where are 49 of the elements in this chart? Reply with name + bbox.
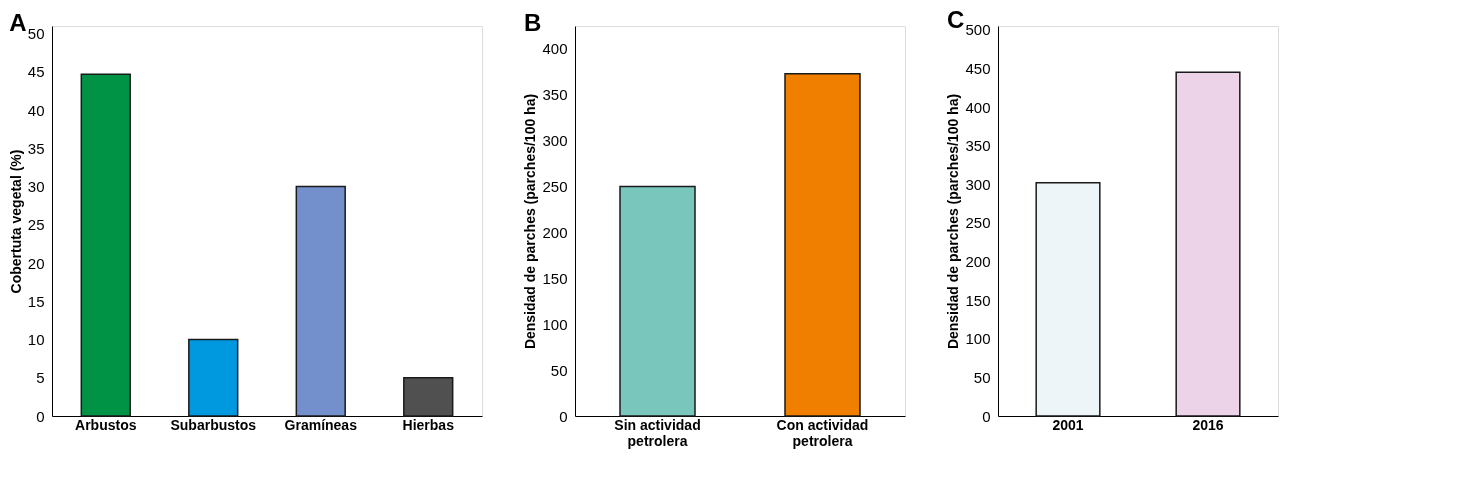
y-tick-label: 0 bbox=[36, 407, 45, 425]
y-tick-label: 400 bbox=[965, 98, 991, 116]
bar bbox=[403, 377, 454, 417]
y-tick-label: 350 bbox=[965, 137, 991, 155]
y-tick-label: 150 bbox=[965, 291, 991, 309]
y-tick-label: 450 bbox=[965, 59, 991, 77]
y-tick-label: 40 bbox=[27, 101, 45, 119]
y-tick-label: 10 bbox=[27, 331, 45, 349]
y-tick-label: 35 bbox=[27, 139, 45, 157]
y-tick-label: 50 bbox=[27, 25, 45, 43]
y-tick-label: 30 bbox=[27, 178, 45, 196]
y-tick-label: 400 bbox=[542, 40, 568, 58]
y-tick-label: 15 bbox=[27, 292, 45, 310]
y-tick-label: 0 bbox=[982, 407, 991, 425]
y-tick-label: 45 bbox=[27, 63, 45, 81]
y-tick-label: 200 bbox=[542, 223, 568, 241]
x-tick-label: 2001 bbox=[1052, 416, 1084, 433]
y-tick-label: 50 bbox=[550, 361, 568, 379]
bar bbox=[188, 338, 239, 417]
bar bbox=[295, 185, 346, 417]
y-axis-title: Densidad de parches (parches/100 ha) bbox=[945, 93, 962, 350]
y-tick-label: 5 bbox=[36, 369, 45, 387]
y-tick-label: 350 bbox=[542, 86, 568, 104]
x-tick-label: Arbustos bbox=[75, 416, 137, 433]
y-tick-label: 25 bbox=[27, 216, 45, 234]
y-tick-label: 300 bbox=[965, 175, 991, 193]
chart-title: A bbox=[9, 9, 27, 36]
x-tick-label: 2016 bbox=[1192, 416, 1224, 433]
chart-title: B bbox=[523, 9, 542, 36]
y-tick-label: 250 bbox=[965, 214, 991, 232]
y-tick-label: 100 bbox=[542, 315, 568, 333]
y-tick-label: 50 bbox=[973, 368, 991, 386]
x-tick-label: Hierbas bbox=[402, 416, 455, 433]
y-tick-label: 20 bbox=[27, 254, 45, 272]
y-axis-title: Cobertuta vegetal (%) bbox=[7, 149, 24, 294]
y-axis-title: Densidad de parches (parches/100 ha) bbox=[522, 93, 539, 350]
bar bbox=[80, 73, 131, 417]
x-tick-label: Con actividad petrolera bbox=[776, 416, 869, 449]
y-tick-label: 100 bbox=[965, 330, 991, 348]
x-tick-label: Subarbustos bbox=[170, 416, 257, 433]
x-tick-label: Sin actividad petrolera bbox=[614, 416, 701, 449]
y-tick-label: 500 bbox=[965, 21, 991, 39]
chart-title: C bbox=[946, 5, 965, 33]
y-tick-label: 300 bbox=[542, 132, 568, 150]
y-tick-label: 200 bbox=[965, 253, 991, 271]
y-tick-label: 150 bbox=[542, 269, 568, 287]
y-tick-label: 0 bbox=[559, 407, 568, 425]
y-tick-label: 250 bbox=[542, 178, 568, 196]
x-tick-label: Gramíneas bbox=[284, 416, 358, 433]
